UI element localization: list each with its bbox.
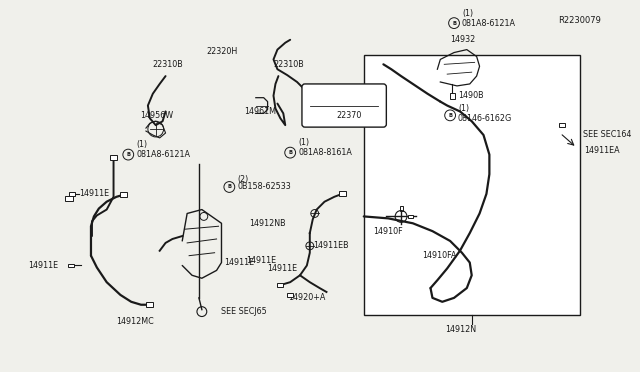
Text: 14911E: 14911E <box>246 256 276 265</box>
Text: 14910F: 14910F <box>374 227 403 235</box>
Bar <box>339 192 346 196</box>
Bar <box>147 302 154 307</box>
Text: 081A8-8161A: 081A8-8161A <box>298 148 352 157</box>
Text: 14956W: 14956W <box>140 111 173 120</box>
Text: 22370: 22370 <box>336 111 362 120</box>
Bar <box>120 192 127 197</box>
Text: B: B <box>227 185 231 189</box>
Text: 0B158-62533: 0B158-62533 <box>237 183 291 192</box>
Bar <box>408 215 413 218</box>
Bar <box>287 293 293 297</box>
Text: 14961M: 14961M <box>244 107 276 116</box>
Text: B: B <box>126 152 131 157</box>
Text: (1): (1) <box>458 104 469 113</box>
Text: 14910FA: 14910FA <box>422 251 457 260</box>
Text: (1): (1) <box>462 9 473 18</box>
Text: SEE SECJ65: SEE SECJ65 <box>221 307 268 316</box>
Text: 081A8-6121A: 081A8-6121A <box>462 19 516 28</box>
Text: 14911E: 14911E <box>225 258 255 267</box>
Text: 081A8-6121A: 081A8-6121A <box>136 150 190 159</box>
Text: 14932: 14932 <box>450 35 476 44</box>
Bar <box>559 123 565 127</box>
Bar <box>68 263 74 267</box>
Text: R2230079: R2230079 <box>558 16 601 25</box>
Bar <box>65 196 74 201</box>
Text: (1): (1) <box>298 138 309 147</box>
Text: 14911E: 14911E <box>268 264 298 273</box>
Text: (2): (2) <box>237 174 248 184</box>
Text: 14911E: 14911E <box>79 189 109 198</box>
Text: 14911E: 14911E <box>28 261 58 270</box>
Text: B: B <box>448 113 452 118</box>
Text: 14920+A: 14920+A <box>288 294 326 302</box>
Text: 14911EB: 14911EB <box>313 241 348 250</box>
Text: 14912N: 14912N <box>445 325 476 334</box>
Text: 1490B: 1490B <box>458 91 484 100</box>
Bar <box>277 283 284 287</box>
Bar <box>364 55 580 315</box>
Bar <box>450 93 454 99</box>
FancyBboxPatch shape <box>302 84 387 127</box>
Bar <box>69 192 76 196</box>
Bar <box>399 206 403 211</box>
Text: 14912MC: 14912MC <box>116 317 154 326</box>
Bar <box>109 155 118 160</box>
Text: SEE SEC164: SEE SEC164 <box>582 131 631 140</box>
Text: B: B <box>452 20 456 26</box>
Text: 22310B: 22310B <box>153 60 184 69</box>
Text: 14911EA: 14911EA <box>584 146 620 155</box>
Text: 14912NB: 14912NB <box>249 219 285 228</box>
Text: (1): (1) <box>136 140 147 149</box>
Text: 22310B: 22310B <box>273 60 304 69</box>
Text: B: B <box>288 150 292 155</box>
Text: 22320H: 22320H <box>207 47 238 56</box>
Text: 08146-6162G: 08146-6162G <box>458 114 512 123</box>
